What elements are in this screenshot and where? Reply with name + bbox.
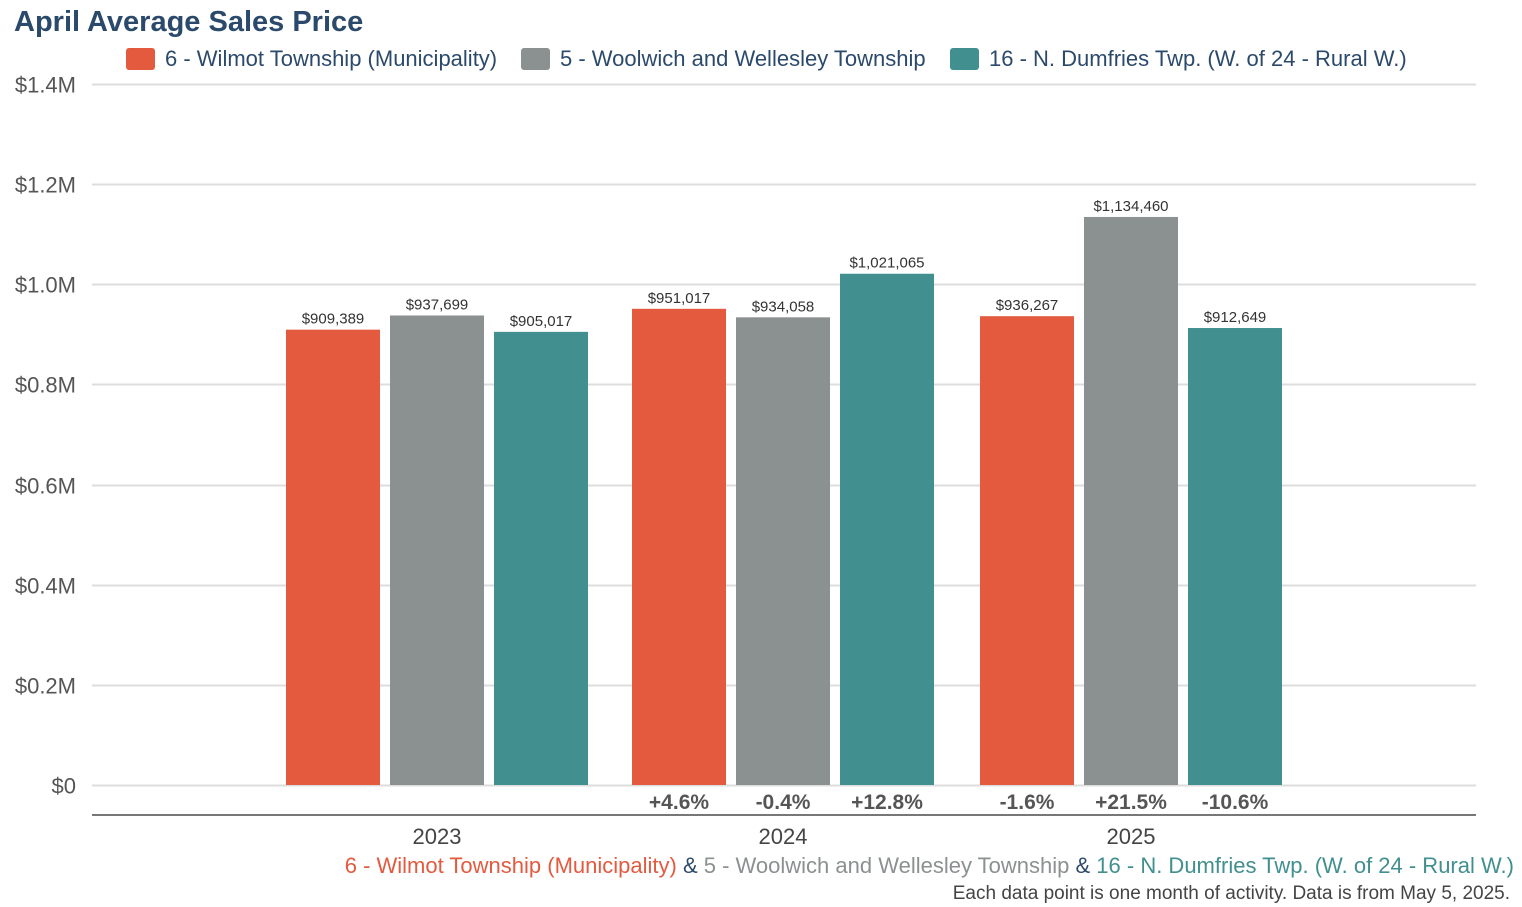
y-tick-label: $0.2M [15, 674, 76, 699]
bar [1084, 216, 1178, 786]
legend: 6 - Wilmot Township (Municipality) 5 - W… [0, 46, 1522, 76]
footer-separator: & [676, 853, 704, 878]
chart-title: April Average Sales Price [14, 6, 364, 38]
data-label: $934,058 [752, 298, 815, 315]
legend-label-dumfries: 16 - N. Dumfries Twp. (W. of 24 - Rural … [989, 46, 1407, 71]
x-tick-label: 2025 [1107, 824, 1156, 849]
change-label: +12.8% [851, 791, 923, 814]
data-label: $905,017 [510, 313, 573, 330]
data-label: $912,649 [1204, 309, 1267, 326]
y-tick-label: $0.4M [15, 574, 76, 599]
y-tick-label: $0.8M [15, 373, 76, 398]
y-tick-label: $0.6M [15, 474, 76, 499]
change-label: -1.6% [1000, 791, 1055, 814]
bar [390, 315, 484, 785]
data-label: $1,021,065 [849, 255, 924, 272]
data-label: $951,017 [648, 290, 711, 307]
y-tick-label: $1.2M [15, 173, 76, 198]
change-label: +4.6% [649, 791, 709, 814]
data-label: $1,134,460 [1093, 198, 1168, 215]
footer-series-wilmot: 6 - Wilmot Township (Municipality) [344, 853, 677, 878]
bar [494, 331, 588, 785]
data-label: $909,389 [302, 311, 365, 328]
footer-note: Each data point is one month of activity… [952, 883, 1510, 904]
data-label: $936,267 [996, 297, 1059, 314]
bar [1188, 328, 1282, 785]
y-tick-label: $0 [52, 774, 76, 799]
change-label: -10.6% [1202, 791, 1269, 814]
bar [840, 273, 934, 785]
change-label: +21.5% [1095, 791, 1167, 814]
data-label: $937,699 [406, 296, 469, 313]
x-tick-label: 2023 [413, 824, 462, 849]
bar [736, 317, 830, 785]
bar [286, 329, 380, 785]
legend-swatch-wilmot [126, 48, 155, 70]
footer-separator: & [1069, 853, 1097, 878]
bar [980, 316, 1074, 785]
footer-series-line: 6 - Wilmot Township (Municipality) & 5 -… [345, 853, 1514, 879]
y-tick-label: $1.0M [15, 273, 76, 298]
legend-swatch-woolwich [521, 48, 550, 70]
legend-label-wilmot: 6 - Wilmot Township (Municipality) [165, 46, 498, 71]
footer-series-dumfries: 16 - N. Dumfries Twp. (W. of 24 - Rural … [1096, 853, 1514, 878]
bar [632, 308, 726, 785]
y-tick-label: $1.4M [15, 73, 76, 98]
legend-label-woolwich: 5 - Woolwich and Wellesley Township [560, 46, 926, 71]
legend-item-dumfries[interactable]: 16 - N. Dumfries Twp. (W. of 24 - Rural … [950, 46, 1407, 72]
footer-series-woolwich: 5 - Woolwich and Wellesley Township [703, 853, 1070, 878]
legend-item-wilmot[interactable]: 6 - Wilmot Township (Municipality) [126, 46, 497, 72]
legend-swatch-dumfries [950, 48, 979, 70]
legend-item-woolwich[interactable]: 5 - Woolwich and Wellesley Township [521, 46, 926, 72]
change-label: -0.4% [756, 791, 811, 814]
x-tick-label: 2024 [759, 824, 808, 849]
